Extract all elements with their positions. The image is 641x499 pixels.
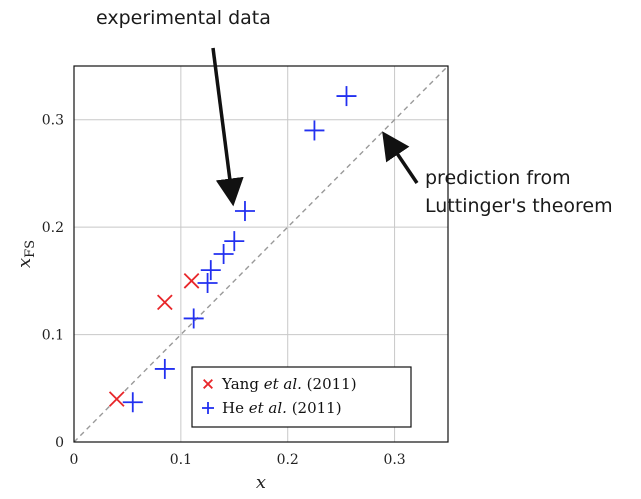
annotation-prediction-line2: Luttinger's theorem <box>425 195 613 217</box>
y-tick-label: 0 <box>55 435 64 451</box>
y-tick-label: 0.2 <box>42 220 64 236</box>
data-point <box>108 391 125 407</box>
series-0 <box>108 273 200 407</box>
y-axis-label: xFS <box>14 240 38 268</box>
x-tick-label: 0.1 <box>170 452 192 468</box>
tick-labels: 0 0.1 0.2 0.3 0 0.1 0.2 0.3 <box>42 113 406 468</box>
x-tick-label: 0.3 <box>383 452 405 468</box>
y-axis-label-sub: FS <box>23 240 38 258</box>
x-tick-label: 0.2 <box>277 452 299 468</box>
data-point <box>156 294 173 311</box>
series-1 <box>122 86 357 413</box>
legend-entry: He et al. (2011) <box>222 399 342 417</box>
plot-frame <box>73 65 449 443</box>
annotation-prediction-line1: prediction from <box>425 167 571 189</box>
luttinger-reference-line <box>73 65 449 443</box>
annotation-experimental-data: experimental data <box>96 7 271 29</box>
data-point <box>183 273 200 289</box>
y-tick-label: 0.3 <box>42 113 64 129</box>
legend-marker <box>203 379 213 389</box>
grid-lines <box>74 66 448 442</box>
data-markers <box>108 86 357 413</box>
y-tick-label: 0.1 <box>42 328 64 344</box>
y-axis-label-main: x <box>14 258 35 268</box>
legend-box <box>191 366 412 428</box>
svg-text:xFS: xFS <box>14 240 38 268</box>
x-axis-label: x <box>256 472 266 493</box>
arrow-experimental <box>211 47 244 207</box>
arrow-prediction <box>382 131 419 184</box>
legend: Yang et al. (2011) He et al. (2011) <box>191 366 412 428</box>
legend-entry: Yang et al. (2011) <box>221 375 357 393</box>
x-tick-label: 0 <box>70 452 79 468</box>
